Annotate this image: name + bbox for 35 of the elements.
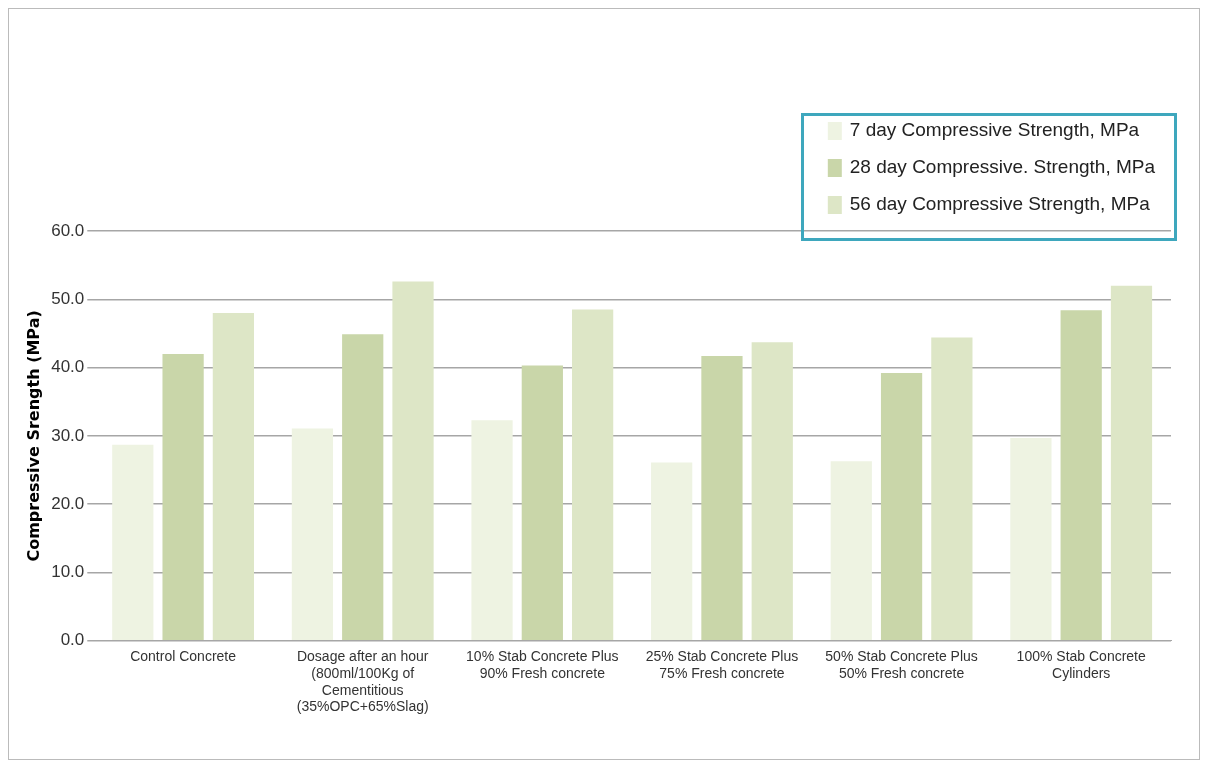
bar: [1060, 310, 1102, 641]
bar: [471, 420, 513, 641]
y-tick-label: 50.0: [51, 288, 85, 308]
x-tick-label: Dosage after an hour (800ml/100Kg of Cementitious (35%OPC+65%Slag): [296, 648, 429, 715]
y-tick-label: 60.0: [51, 220, 85, 240]
bar: [751, 342, 793, 641]
legend-label: 28 day Compressive. Strength, MPa: [849, 156, 1156, 178]
legend-label: 56 day Compressive Strength, MPa: [849, 193, 1151, 215]
x-tick-label: 10% Stab Concrete Plus 90% Fresh concrete: [466, 648, 619, 681]
bar: [291, 428, 334, 641]
bar: [880, 373, 923, 641]
bar: [162, 353, 204, 641]
legend-label: 7 day Compressive Strength, MPa: [849, 119, 1140, 141]
bar: [342, 334, 384, 641]
y-axis-title: Compressive Srength (MPa): [23, 310, 43, 562]
y-tick-label: 30.0: [51, 425, 85, 445]
bar: [931, 337, 973, 641]
bar: [212, 312, 255, 641]
x-tick-label: 50% Stab Concrete Plus 50% Fresh concrete: [825, 648, 978, 681]
bar: [1110, 285, 1153, 641]
bar: [521, 365, 563, 641]
bar: [1010, 437, 1052, 641]
bar: [651, 462, 693, 641]
x-tick-label: Control Concrete: [130, 648, 237, 665]
bar: [392, 281, 434, 641]
bar: [112, 444, 154, 641]
y-tick-label: 40.0: [51, 357, 85, 377]
bar: [830, 461, 872, 641]
y-tick-label: 10.0: [51, 562, 85, 582]
x-tick-label: 100% Stab Concrete Cylinders: [1016, 648, 1146, 681]
bar: [701, 355, 743, 641]
bar: [572, 309, 614, 641]
y-tick-label: 0.0: [60, 630, 85, 650]
x-tick-label: 25% Stab Concrete Plus 75% Fresh concrete: [645, 648, 799, 681]
y-tick-label: 20.0: [51, 493, 85, 513]
